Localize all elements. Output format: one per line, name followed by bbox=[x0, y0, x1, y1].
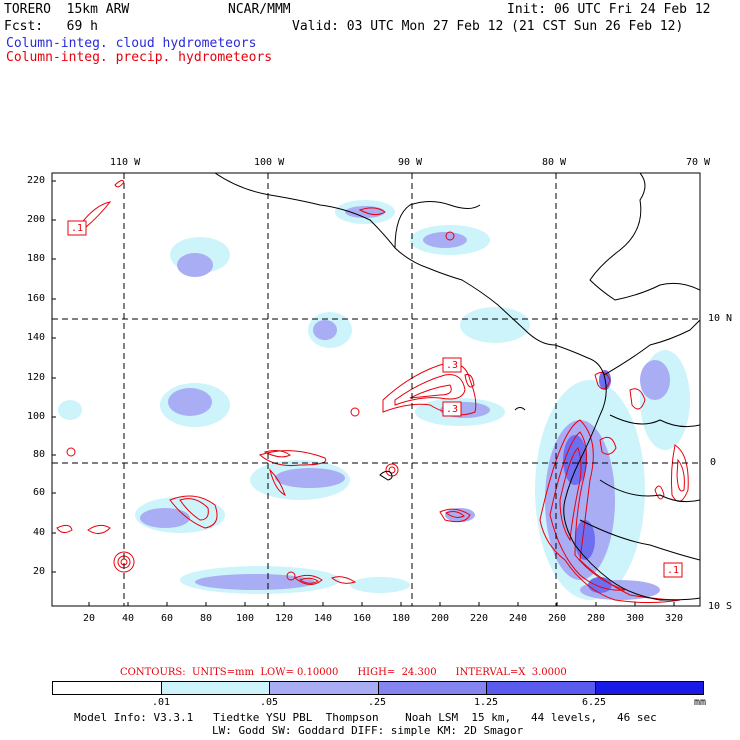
lat-label: 10 N bbox=[708, 313, 733, 324]
x-tick-label: 280 bbox=[587, 613, 606, 624]
x-tick-label: 80 bbox=[200, 613, 213, 624]
color-bar-unit: mm bbox=[694, 697, 707, 708]
y-tick-label: 220 bbox=[27, 175, 46, 186]
contour-label: .1 bbox=[71, 223, 84, 234]
model-name: TORERO 15km ARW bbox=[4, 2, 130, 17]
color-bar-segment bbox=[53, 682, 162, 694]
x-tick-label: 220 bbox=[470, 613, 489, 624]
forecast-hour: Fcst: 69 h bbox=[4, 19, 98, 34]
color-bar-label: .01 bbox=[152, 697, 171, 708]
legend-precip: Column-integ. precip. hydrometeors bbox=[6, 50, 273, 65]
y-tick-label: 40 bbox=[33, 527, 46, 538]
x-tick-label: 260 bbox=[548, 613, 567, 624]
lat-label: 0 bbox=[710, 457, 717, 468]
y-tick-label: 100 bbox=[27, 411, 46, 422]
graticule bbox=[52, 173, 700, 606]
model-info-line2: LW: Godd SW: Goddard DIFF: simple KM: 2D… bbox=[212, 724, 524, 737]
color-bar-segment bbox=[161, 682, 270, 694]
x-tick-label: 300 bbox=[626, 613, 645, 624]
init-time: Init: 06 UTC Fri 24 Feb 12 bbox=[507, 2, 711, 17]
map-frame bbox=[51, 172, 701, 607]
organization: NCAR/MMM bbox=[228, 2, 291, 17]
x-tick-label: 120 bbox=[275, 613, 294, 624]
color-bar-label: .25 bbox=[368, 697, 387, 708]
y-tick-label: 60 bbox=[33, 487, 46, 498]
x-tick-label: 60 bbox=[161, 613, 174, 624]
x-tick-label: 200 bbox=[431, 613, 450, 624]
contour-label-boxes bbox=[67, 220, 683, 578]
lon-label: 100 W bbox=[254, 157, 285, 168]
contour-label: .3 bbox=[446, 404, 459, 415]
lat-label: 10 S bbox=[708, 601, 733, 612]
y-tick-label: 80 bbox=[33, 449, 46, 460]
color-bar-segment bbox=[270, 682, 379, 694]
lon-label: 80 W bbox=[542, 157, 567, 168]
color-bar bbox=[52, 681, 704, 695]
x-tick-label: 20 bbox=[83, 613, 96, 624]
color-bar-label: 1.25 bbox=[474, 697, 499, 708]
x-tick-label: 160 bbox=[353, 613, 372, 624]
color-bar-segment bbox=[378, 682, 487, 694]
lon-label: 70 W bbox=[686, 157, 711, 168]
y-tick-label: 200 bbox=[27, 214, 46, 225]
y-tick-label: 140 bbox=[27, 332, 46, 343]
precip-contours bbox=[56, 180, 689, 603]
lon-label: 110 W bbox=[110, 157, 141, 168]
contour-label: .1 bbox=[667, 565, 680, 576]
x-tick-label: 240 bbox=[509, 613, 528, 624]
y-tick-label: 180 bbox=[27, 253, 46, 264]
y-tick-label: 120 bbox=[27, 372, 46, 383]
legend-cloud: Column-integ. cloud hydrometeors bbox=[6, 36, 257, 51]
color-bar-label: .05 bbox=[260, 697, 279, 708]
color-bar-label: 6.25 bbox=[582, 697, 607, 708]
x-tick-label: 180 bbox=[392, 613, 411, 624]
model-info-line1: Model Info: V3.3.1 Tiedtke YSU PBL Thomp… bbox=[74, 711, 657, 724]
y-tick-label: 160 bbox=[27, 293, 46, 304]
x-tick-label: 40 bbox=[122, 613, 135, 624]
x-tick-label: 100 bbox=[236, 613, 255, 624]
x-tick-label: 140 bbox=[314, 613, 333, 624]
color-bar-segment bbox=[595, 682, 703, 694]
x-tick-label: 320 bbox=[665, 613, 684, 624]
cloud-shading bbox=[58, 200, 690, 600]
contour-label: .3 bbox=[446, 360, 459, 371]
y-tick-label: 20 bbox=[33, 566, 46, 577]
lon-label: 90 W bbox=[398, 157, 423, 168]
coastlines bbox=[214, 173, 700, 601]
tick-marks bbox=[52, 180, 675, 606]
color-bar-segment bbox=[487, 682, 596, 694]
valid-time: Valid: 03 UTC Mon 27 Feb 12 (21 CST Sun … bbox=[292, 19, 684, 34]
contours-info: CONTOURS: UNITS=mm LOW= 0.10000 HIGH= 24… bbox=[120, 667, 567, 678]
